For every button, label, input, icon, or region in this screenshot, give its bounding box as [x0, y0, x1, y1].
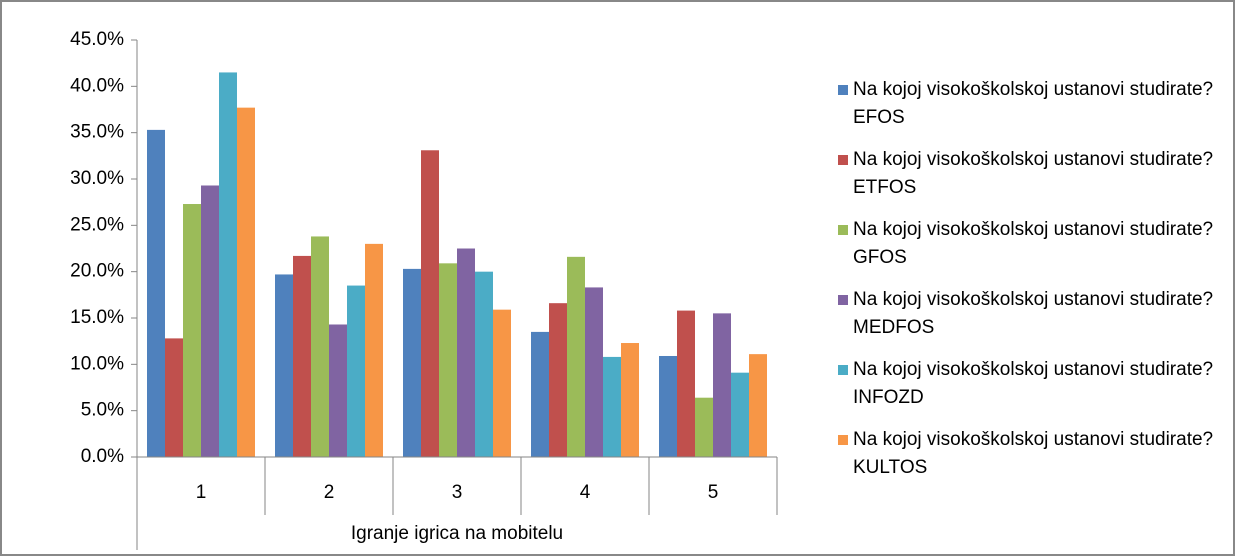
bar [531, 331, 549, 457]
legend-label: Na kojoj visokoškolskoj ustanovi studira… [853, 429, 1214, 478]
legend-label: Na kojoj visokoškolskoj ustanovi studira… [853, 219, 1214, 268]
legend-entry: Na kojoj visokoškolskoj ustanovi studira… [838, 286, 1223, 342]
x-tick-label: 1 [196, 482, 207, 503]
bar [147, 129, 165, 458]
bar [219, 72, 237, 457]
bar [201, 185, 219, 457]
bar [365, 243, 383, 457]
y-tick-label: 0.0% [81, 446, 124, 467]
bar [457, 248, 475, 457]
bar [403, 268, 421, 457]
bar [475, 271, 493, 457]
y-tick-label: 10.0% [70, 353, 124, 374]
legend-swatch [838, 225, 848, 235]
legend-swatch [838, 435, 848, 445]
bar [585, 287, 603, 457]
bar [421, 150, 439, 458]
bar [183, 204, 201, 457]
bar [659, 355, 677, 457]
legend-swatch [838, 295, 848, 305]
legend-entry: Na kojoj visokoškolskoj ustanovi studira… [838, 146, 1223, 202]
legend-label: Na kojoj visokoškolskoj ustanovi studira… [853, 289, 1214, 338]
y-tick-label: 35.0% [70, 122, 124, 143]
bar [329, 324, 347, 457]
bar [695, 397, 713, 457]
x-tick-label: 5 [708, 482, 719, 503]
bar [311, 236, 329, 457]
bar [621, 343, 639, 457]
bar [347, 285, 365, 457]
y-tick-label: 5.0% [81, 400, 124, 421]
bar [293, 255, 311, 457]
legend-entry: Na kojoj visokoškolskoj ustanovi studira… [838, 426, 1223, 482]
bar [603, 356, 621, 457]
x-tick-label: 4 [580, 482, 591, 503]
legend-label: Na kojoj visokoškolskoj ustanovi studira… [853, 149, 1214, 198]
bar [439, 263, 457, 457]
bar [677, 310, 695, 457]
y-tick-label: 30.0% [70, 168, 124, 189]
legend-entry: Na kojoj visokoškolskoj ustanovi studira… [838, 76, 1223, 132]
bar [549, 303, 567, 457]
x-tick-label: 2 [324, 482, 335, 503]
legend-swatch [838, 365, 848, 375]
bar [237, 107, 255, 457]
legend-swatch [838, 155, 848, 165]
bar [493, 309, 511, 457]
y-tick-label: 40.0% [70, 75, 124, 96]
legend-label: Na kojoj visokoškolskoj ustanovi studira… [853, 79, 1214, 128]
legend-entry: Na kojoj visokoškolskoj ustanovi studira… [838, 216, 1223, 272]
legend-entry: Na kojoj visokoškolskoj ustanovi studira… [838, 356, 1223, 412]
bar [731, 372, 749, 457]
x-tick-label: 3 [452, 482, 463, 503]
bar [749, 354, 767, 457]
x-axis-label: Igranje igrica na mobitelu [351, 523, 563, 544]
y-tick-label: 45.0% [70, 29, 124, 50]
y-tick-label: 15.0% [70, 307, 124, 328]
y-tick-label: 25.0% [70, 214, 124, 235]
bar [713, 313, 731, 457]
bar [275, 274, 293, 457]
bar [567, 256, 585, 457]
legend-label: Na kojoj visokoškolskoj ustanovi studira… [853, 359, 1214, 408]
bar [165, 338, 183, 457]
y-tick-label: 20.0% [70, 261, 124, 282]
legend-swatch [838, 85, 848, 95]
